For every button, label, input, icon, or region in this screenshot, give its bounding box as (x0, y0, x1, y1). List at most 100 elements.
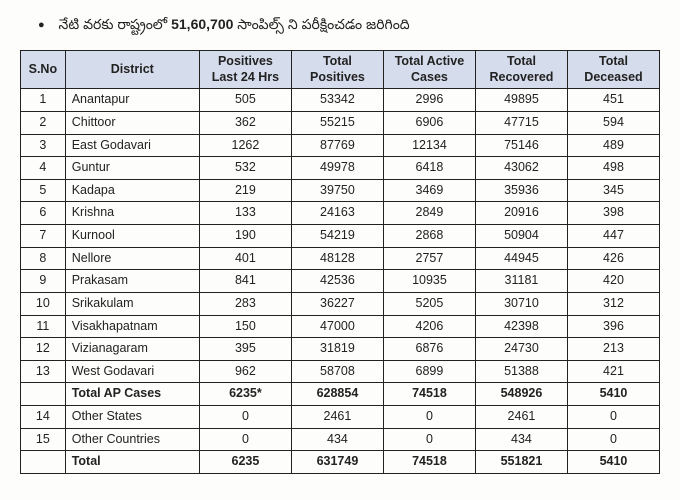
cell-district: Chittoor (65, 111, 199, 134)
cell-sno: 11 (21, 315, 66, 338)
cell-active: 0 (383, 406, 475, 429)
cell-sno: 8 (21, 247, 66, 270)
cell-recov: 50904 (475, 225, 567, 248)
cell-district: Other Countries (65, 428, 199, 451)
table-row: 14Other States02461024610 (21, 406, 660, 429)
table-row: 15Other Countries043404340 (21, 428, 660, 451)
cell-sno: 9 (21, 270, 66, 293)
cell-active: 12134 (383, 134, 475, 157)
cell-dec: 396 (567, 315, 659, 338)
cell-dec: 312 (567, 292, 659, 315)
cell-sno: 3 (21, 134, 66, 157)
cell-recov: 75146 (475, 134, 567, 157)
cell-totpos: 434 (291, 428, 383, 451)
cell-district: Total (65, 451, 199, 474)
cell-active: 10935 (383, 270, 475, 293)
th-district: District (65, 51, 199, 89)
cell-recov: 31181 (475, 270, 567, 293)
cell-recov: 548926 (475, 383, 567, 406)
cell-totpos: 628854 (291, 383, 383, 406)
cell-recov: 49895 (475, 89, 567, 112)
cell-sno: 2 (21, 111, 66, 134)
cell-totpos: 39750 (291, 179, 383, 202)
th-sno: S.No (21, 51, 66, 89)
cell-totpos: 48128 (291, 247, 383, 270)
table-row: 8Nellore40148128275744945426 (21, 247, 660, 270)
cell-active: 6876 (383, 338, 475, 361)
cell-active: 74518 (383, 383, 475, 406)
cell-active: 6906 (383, 111, 475, 134)
cell-district: Vizianagaram (65, 338, 199, 361)
th-dec: Total Deceased (567, 51, 659, 89)
cell-recov: 551821 (475, 451, 567, 474)
cell-district: Guntur (65, 157, 199, 180)
cell-recov: 20916 (475, 202, 567, 225)
cell-pos24: 283 (199, 292, 291, 315)
cell-totpos: 631749 (291, 451, 383, 474)
cell-dec: 421 (567, 360, 659, 383)
bullet-pre: నేటి వరకు రాష్ట్రంలో (59, 16, 172, 32)
cell-active: 74518 (383, 451, 475, 474)
cell-district: Anantapur (65, 89, 199, 112)
cell-sno: 6 (21, 202, 66, 225)
th-recov: Total Recovered (475, 51, 567, 89)
cell-pos24: 6235* (199, 383, 291, 406)
cell-totpos: 87769 (291, 134, 383, 157)
cell-district: Srikakulam (65, 292, 199, 315)
table-row: 12Vizianagaram39531819687624730213 (21, 338, 660, 361)
cell-district: Other States (65, 406, 199, 429)
cell-sno: 10 (21, 292, 66, 315)
th-totpos: Total Positives (291, 51, 383, 89)
cell-recov: 51388 (475, 360, 567, 383)
cell-sno: 15 (21, 428, 66, 451)
cell-totpos: 58708 (291, 360, 383, 383)
cell-recov: 24730 (475, 338, 567, 361)
cell-recov: 35936 (475, 179, 567, 202)
cell-recov: 434 (475, 428, 567, 451)
cell-dec: 0 (567, 406, 659, 429)
cell-totpos: 47000 (291, 315, 383, 338)
cell-district: East Godavari (65, 134, 199, 157)
cell-pos24: 962 (199, 360, 291, 383)
cell-active: 6418 (383, 157, 475, 180)
cell-district: Nellore (65, 247, 199, 270)
cell-active: 2849 (383, 202, 475, 225)
cell-recov: 43062 (475, 157, 567, 180)
cell-active: 2996 (383, 89, 475, 112)
cell-recov: 30710 (475, 292, 567, 315)
cell-pos24: 362 (199, 111, 291, 134)
cell-district: Total AP Cases (65, 383, 199, 406)
cases-table: S.No District Positives Last 24 Hrs Tota… (20, 50, 660, 474)
cell-sno: 4 (21, 157, 66, 180)
th-pos24: Positives Last 24 Hrs (199, 51, 291, 89)
cell-active: 4206 (383, 315, 475, 338)
th-active: Total Active Cases (383, 51, 475, 89)
cell-pos24: 133 (199, 202, 291, 225)
cell-dec: 498 (567, 157, 659, 180)
cell-totpos: 53342 (291, 89, 383, 112)
cell-pos24: 401 (199, 247, 291, 270)
cell-dec: 345 (567, 179, 659, 202)
cell-pos24: 0 (199, 428, 291, 451)
cell-pos24: 841 (199, 270, 291, 293)
cell-totpos: 31819 (291, 338, 383, 361)
table-row: 2Chittoor36255215690647715594 (21, 111, 660, 134)
cell-sno: 13 (21, 360, 66, 383)
table-row: 10Srikakulam28336227520530710312 (21, 292, 660, 315)
cell-recov: 47715 (475, 111, 567, 134)
cell-active: 6899 (383, 360, 475, 383)
table-row: 6Krishna13324163284920916398 (21, 202, 660, 225)
cell-dec: 5410 (567, 383, 659, 406)
cell-active: 2868 (383, 225, 475, 248)
cell-sno: 12 (21, 338, 66, 361)
cell-active: 5205 (383, 292, 475, 315)
cell-pos24: 0 (199, 406, 291, 429)
cell-sno: 5 (21, 179, 66, 202)
cell-pos24: 190 (199, 225, 291, 248)
table-row: Total AP Cases6235*628854745185489265410 (21, 383, 660, 406)
cell-dec: 5410 (567, 451, 659, 474)
table-row: Total6235631749745185518215410 (21, 451, 660, 474)
cell-dec: 489 (567, 134, 659, 157)
cell-totpos: 55215 (291, 111, 383, 134)
bullet-bold: 51,60,700 (171, 16, 233, 32)
